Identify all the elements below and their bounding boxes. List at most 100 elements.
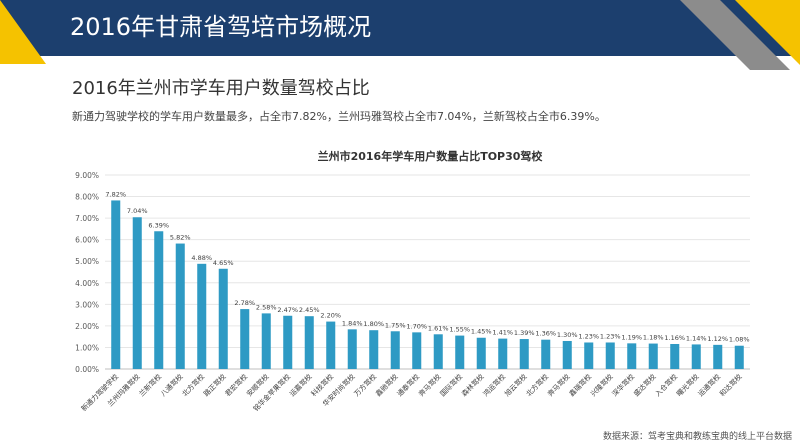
category-label: 兴隆驾校: [589, 372, 615, 398]
bar: [734, 345, 744, 369]
y-tick-label: 9.00%: [75, 171, 99, 180]
y-tick-label: 7.00%: [75, 214, 99, 223]
category-label: 铭华金苹果驾校: [251, 372, 292, 413]
section-subtitle: 2016年兰州市学车用户数量驾校占比: [72, 78, 370, 99]
right-yellow-corner: [735, 0, 800, 65]
bar: [390, 331, 400, 369]
data-label: 2.58%: [256, 303, 277, 311]
data-source-note: 数据来源：驾考宝典和教练宝典的线上平台数据: [602, 432, 792, 442]
y-axis-ticks: 0.00% 1.00% 2.00% 3.00% 4.00% 5.00% 6.00% 7.00%…: [75, 171, 99, 374]
category-label: 深华驾校: [610, 372, 636, 398]
data-label: 1.61%: [428, 324, 449, 332]
data-label: 7.04%: [127, 207, 148, 215]
bar: [304, 316, 314, 369]
bar: [519, 339, 529, 369]
data-label: 2.20%: [320, 312, 341, 320]
category-label: 曙光驾校: [675, 372, 701, 398]
category-label: 鑫瑞驾校: [567, 372, 593, 398]
data-label: 1.30%: [557, 331, 578, 339]
bar: [455, 335, 465, 369]
data-label: 1.14%: [686, 334, 707, 342]
y-tick-label: 5.00%: [75, 257, 99, 266]
category-label: 新通力驾驶学校: [79, 372, 120, 413]
category-label: 国际驾校: [438, 372, 464, 398]
data-label: 1.23%: [578, 332, 599, 340]
data-label: 1.39%: [514, 329, 535, 337]
data-label: 1.18%: [643, 334, 664, 342]
y-tick-label: 8.00%: [75, 193, 99, 202]
category-label: 北方驾校: [524, 372, 550, 398]
bar: [562, 340, 572, 369]
data-label: 1.23%: [600, 332, 621, 340]
bar: [412, 332, 422, 369]
data-label: 6.39%: [148, 221, 169, 229]
bar: [433, 334, 443, 369]
bar: [283, 315, 293, 369]
data-label: 1.36%: [535, 330, 556, 338]
bar: [498, 338, 508, 369]
bars: [111, 200, 744, 369]
bar: [713, 344, 723, 369]
bar: [605, 342, 615, 369]
bar: [627, 343, 637, 369]
data-label: 1.16%: [664, 334, 685, 342]
data-label: 7.82%: [105, 190, 126, 198]
bar: [670, 343, 680, 369]
data-label: 1.45%: [471, 328, 492, 336]
category-label: 君宏驾校: [223, 372, 249, 398]
category-label: 通泰驾校: [395, 372, 421, 398]
category-label: 兰新驾校: [137, 372, 163, 398]
y-tick-label: 0.00%: [75, 365, 99, 374]
category-label: 和达驾校: [718, 372, 744, 398]
left-yellow-triangle: [0, 0, 46, 64]
bar: [261, 313, 271, 369]
data-labels: 7.82% 7.04%6.39%5.82% 4.88%4.65% 2.78%2.58%…: [105, 190, 749, 343]
category-label: 奔马驾校: [417, 372, 443, 398]
data-label: 5.82%: [170, 234, 191, 242]
category-label: 运通驾校: [696, 372, 722, 398]
y-tick-label: 3.00%: [75, 300, 99, 309]
data-label: 1.70%: [406, 322, 427, 330]
bar: [648, 343, 658, 369]
y-tick-label: 6.00%: [75, 236, 99, 245]
right-gray-stripe: [680, 0, 790, 70]
data-label: 1.84%: [342, 319, 363, 327]
bar: [347, 329, 357, 369]
bar: [240, 309, 250, 369]
category-label: 八通驾校: [159, 372, 185, 398]
bar: [691, 344, 701, 369]
bar: [584, 342, 594, 369]
bar: [132, 217, 142, 369]
y-tick-label: 2.00%: [75, 322, 99, 331]
header-bar: [0, 0, 800, 56]
bar-chart: 兰州市2016年学车用户数量占比TOP30驾校 0.00% 1.00% 2.00% 3…: [75, 149, 750, 413]
bar: [154, 231, 164, 369]
bar: [369, 330, 379, 369]
category-label: 路正驾校: [202, 372, 228, 398]
data-label: 1.41%: [492, 329, 513, 337]
category-label: 北方驾校: [180, 372, 206, 398]
bar: [197, 263, 207, 369]
category-label: 旭云驾校: [503, 372, 529, 398]
category-label: 入仓驾校: [653, 372, 679, 398]
data-label: 4.65%: [213, 259, 234, 267]
category-label: 鑫驰驾校: [374, 372, 400, 398]
data-label: 1.08%: [729, 336, 750, 344]
data-label: 4.88%: [191, 254, 212, 262]
category-label: 万方驾校: [352, 372, 378, 398]
y-tick-label: 4.00%: [75, 279, 99, 288]
category-label: 森林驾校: [460, 372, 486, 398]
data-label: 1.55%: [449, 326, 470, 334]
category-label: 奔马驾校: [546, 372, 572, 398]
data-label: 2.78%: [234, 299, 255, 307]
bar: [175, 243, 185, 369]
bar: [326, 321, 336, 369]
bar: [476, 337, 486, 369]
gridlines: [105, 174, 750, 370]
data-label: 2.47%: [277, 306, 298, 314]
chart-title: 兰州市2016年学车用户数量占比TOP30驾校: [318, 149, 544, 163]
category-label: 鸿运驾校: [481, 372, 507, 398]
data-label: 2.45%: [299, 306, 320, 314]
page-title: 2016年甘肃省驾培市场概况: [70, 13, 372, 41]
data-label: 1.19%: [621, 333, 642, 341]
